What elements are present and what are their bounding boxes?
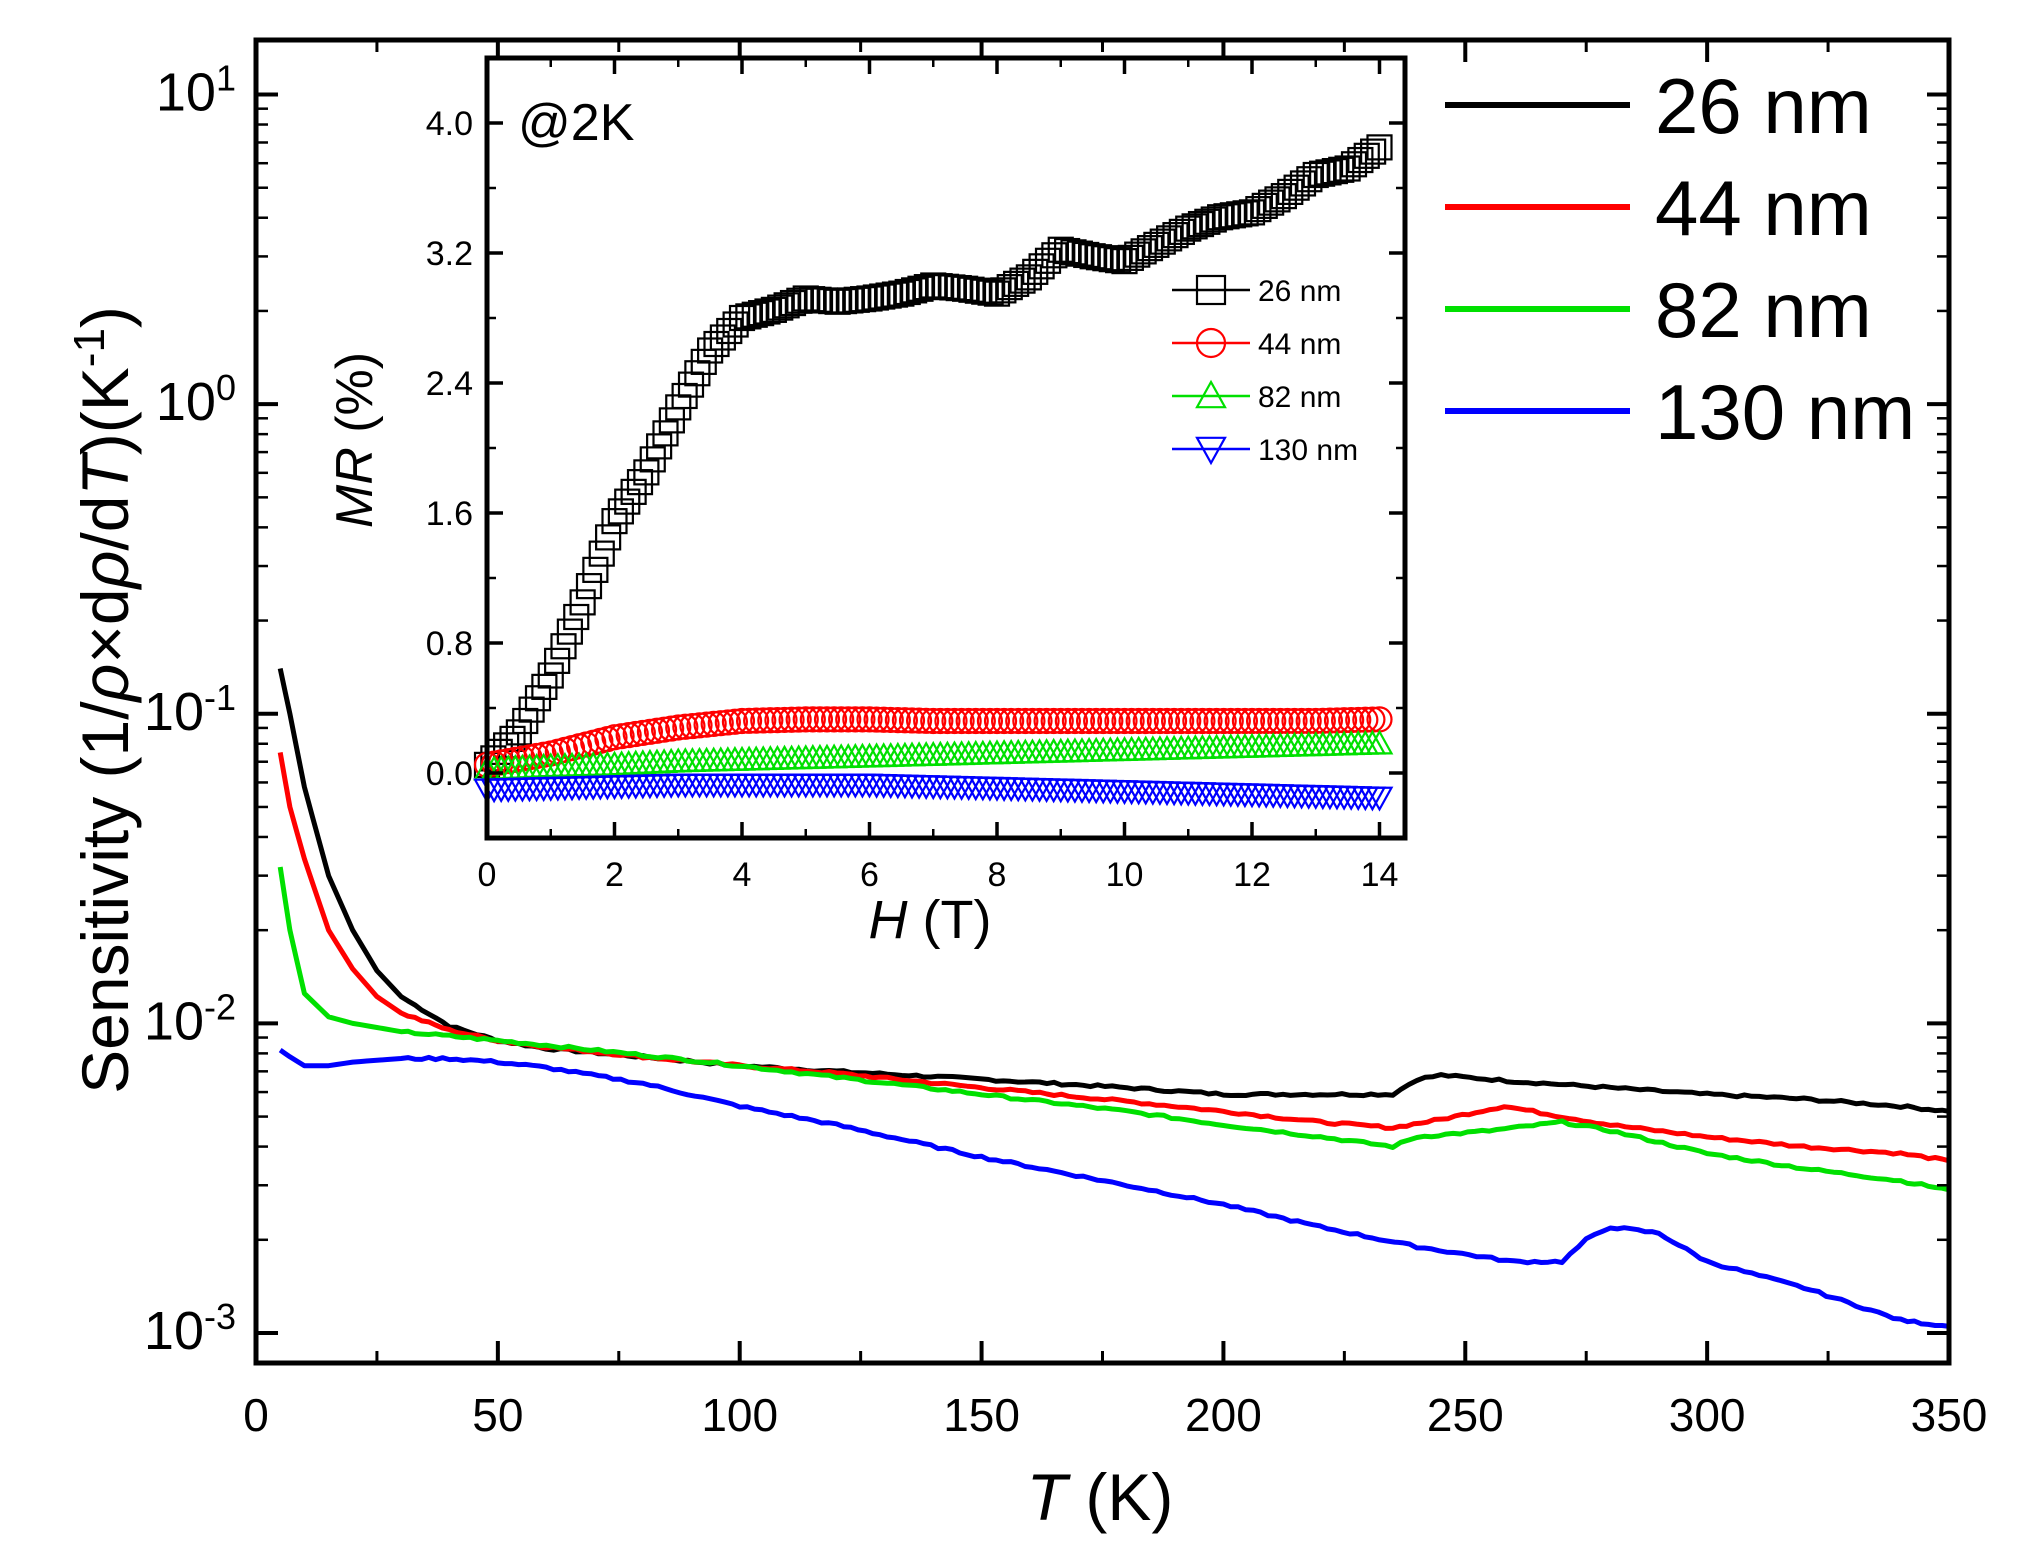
main-legend-label: 130 nm: [1655, 368, 1915, 456]
main-y-axis-title: Sensitivity (1/ρ×dρ/dT)(K-1): [65, 306, 143, 1094]
inset-x-tick-label: 12: [1233, 856, 1271, 894]
inset-x-tick-label: 0: [478, 856, 497, 894]
main-x-axis-title: T (K): [1027, 1460, 1174, 1534]
inset-x-tick-label: 14: [1361, 856, 1399, 894]
inset-legend-label: 130 nm: [1258, 434, 1358, 467]
main-x-tick-label: 150: [943, 1389, 1020, 1441]
main-legend-label: 82 nm: [1655, 266, 1872, 354]
main-x-tick-label: 50: [472, 1389, 523, 1441]
inset-y-tick-label: 4.0: [426, 105, 473, 143]
main-x-axis-var: T: [1027, 1460, 1072, 1534]
inset-y-tick-label: 3.2: [426, 235, 473, 273]
inset-y-tick-label: 0.0: [426, 755, 473, 793]
sensitivity-chart-figure: 0 50 100 150 200 250 300 350 10-3 10-2 10-1 100 101 …: [0, 0, 2020, 1548]
inset-y-tick-label: 1.6: [426, 495, 473, 533]
inset-x-tick-label: 2: [605, 856, 624, 894]
main-legend: 26 nm 44 nm 82 nm 130 nm: [1445, 62, 1915, 456]
inset-x-tick-label: 4: [733, 856, 752, 894]
main-x-tick-label: 200: [1185, 1389, 1262, 1441]
main-y-tick-label: 100: [156, 367, 236, 433]
inset-y-tick-label: 2.4: [426, 365, 473, 403]
main-y-tick-label: 101: [156, 57, 236, 123]
main-y-tick-label: 10-2: [144, 986, 236, 1052]
inset-x-tick-label: 10: [1106, 856, 1144, 894]
inset-x-tick-label: 8: [988, 856, 1007, 894]
main-x-tick-label: 0: [243, 1389, 269, 1441]
inset-annotation: @2K: [518, 94, 635, 152]
main-y-tick-label: 10-1: [144, 676, 236, 742]
main-x-tick-label: 350: [1911, 1389, 1988, 1441]
main-y-tick-label: 10-3: [144, 1295, 236, 1361]
inset-legend-label: 44 nm: [1258, 328, 1341, 361]
inset-y-tick-label: 0.8: [426, 625, 473, 663]
main-legend-label: 26 nm: [1655, 62, 1872, 150]
main-x-tick-label: 250: [1427, 1389, 1504, 1441]
main-legend-label: 44 nm: [1655, 164, 1872, 252]
inset-y-axis-title: MR (%): [326, 352, 384, 528]
inset-x-tick-label: 6: [860, 856, 879, 894]
main-x-axis-unit: (K): [1067, 1460, 1173, 1534]
main-series-line-82nm: [280, 867, 1949, 1190]
main-x-tick-label: 100: [701, 1389, 778, 1441]
inset-legend-label: 26 nm: [1258, 275, 1341, 308]
chart-svg: 0 50 100 150 200 250 300 35010-310-210-1100101 …: [0, 0, 2020, 1548]
inset-legend-label: 82 nm: [1258, 381, 1341, 414]
main-x-tick-label: 300: [1669, 1389, 1746, 1441]
inset-x-axis-title: H (T): [869, 890, 992, 950]
